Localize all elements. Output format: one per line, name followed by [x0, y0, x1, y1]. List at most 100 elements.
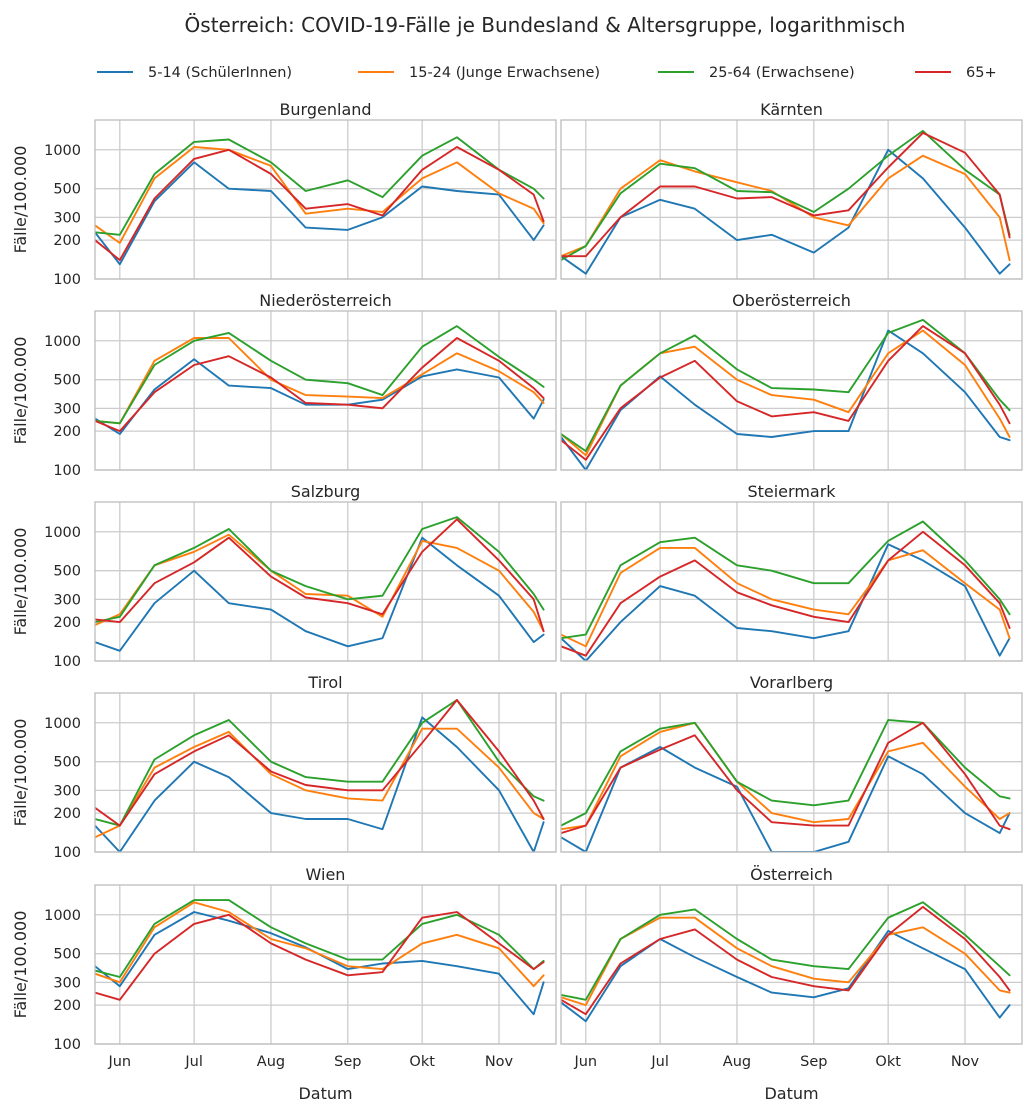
small-multiples: Burgenland 100 200 300 500 1000 Fälle/100.000 K…	[11, 100, 1023, 1103]
panel-frame	[560, 884, 1023, 1045]
y-tick-label: 200	[53, 615, 81, 631]
series-line	[95, 536, 545, 652]
y-tick-label: 500	[53, 564, 81, 580]
series-line	[95, 699, 545, 827]
panel-frame	[94, 501, 557, 662]
legend-label: 25-64 (Erwachsene)	[709, 65, 855, 81]
series-line	[95, 699, 545, 827]
y-tick-label: 100	[53, 463, 81, 479]
series-line	[561, 520, 1011, 640]
y-tick-label: 500	[53, 947, 81, 963]
y-axis-label: Fälle/100.000	[11, 719, 30, 827]
x-tick-label: Sep	[334, 1054, 361, 1070]
panel: Burgenland 100 200 300 500 1000 Fälle/100.000	[11, 100, 557, 288]
series-line	[561, 546, 1011, 648]
panel-frame	[560, 501, 1023, 662]
series-line	[95, 146, 545, 244]
x-tick-label: Aug	[723, 1054, 751, 1070]
panel: Oberösterreich	[560, 291, 1023, 471]
series-line	[95, 136, 545, 236]
series-line	[561, 129, 1011, 262]
legend-label: 15-24 (Junge Erwachsene)	[409, 65, 600, 81]
panel-frame	[560, 310, 1023, 471]
y-tick-label: 200	[53, 806, 81, 822]
series-line	[95, 358, 545, 435]
panel-title: Kärnten	[760, 100, 823, 119]
panel: Kärnten	[560, 100, 1023, 280]
series-line	[561, 901, 1011, 1001]
series-line	[561, 329, 1011, 470]
series-line	[561, 154, 1011, 262]
y-axis-label: Fälle/100.000	[11, 337, 30, 445]
panel: Wien 100 200 300 500 1000 Fälle/100.000 Jun Jul A…	[11, 865, 557, 1103]
panel: Tirol 100 200 300 500 1000 Fälle/100.000	[11, 673, 557, 861]
series-line	[95, 516, 545, 624]
series-line	[95, 146, 545, 262]
y-tick-label: 300	[53, 783, 81, 799]
chart-title: Österreich: COVID-19-Fälle je Bundesland…	[185, 13, 906, 37]
series-line	[561, 148, 1011, 275]
series-line	[561, 325, 1011, 461]
panel-frame	[94, 692, 557, 853]
x-tick-label: Sep	[800, 1054, 827, 1070]
y-tick-label: 200	[53, 424, 81, 440]
panel-title: Tirol	[307, 673, 342, 692]
y-tick-label: 100	[53, 845, 81, 861]
legend-label: 65+	[966, 65, 997, 81]
series-line	[561, 929, 1011, 1023]
panel: Vorarlberg	[560, 673, 1023, 853]
y-tick-label: 300	[53, 401, 81, 417]
x-axis-label: Datum	[298, 1084, 352, 1103]
y-tick-label: 300	[53, 975, 81, 991]
series-line	[95, 533, 545, 633]
y-tick-label: 500	[53, 373, 81, 389]
x-tick-label: Nov	[951, 1054, 980, 1070]
x-tick-label: Jun	[573, 1054, 597, 1070]
panel-title: Steiermark	[747, 482, 836, 501]
panel-title: Salzburg	[291, 482, 361, 501]
y-axis-label: Fälle/100.000	[11, 528, 30, 636]
y-tick-label: 100	[53, 1037, 81, 1053]
panel: Niederösterreich 100 200 300 500 1000 Fälle/10…	[11, 291, 557, 479]
panel: Österreich Jun Jul Aug Sep Okt Nov Datum	[560, 865, 1023, 1103]
x-axis-label: Datum	[764, 1084, 818, 1103]
panel: Steiermark	[560, 482, 1023, 662]
series-line	[561, 329, 1011, 457]
x-tick-label: Aug	[257, 1054, 285, 1070]
legend-entry: 65+	[915, 65, 997, 81]
series-line	[561, 530, 1011, 657]
x-tick-label: Jul	[650, 1054, 669, 1070]
legend-entry: 25-64 (Erwachsene)	[658, 65, 855, 81]
y-tick-label: 1000	[44, 143, 81, 159]
series-line	[95, 716, 545, 852]
panel-frame	[94, 310, 557, 471]
panel-frame	[560, 119, 1023, 280]
x-tick-label: Nov	[485, 1054, 514, 1070]
series-line	[561, 719, 1011, 827]
series-line	[561, 721, 1011, 831]
series-line	[95, 337, 545, 425]
y-tick-label: 1000	[44, 334, 81, 350]
legend-entry: 15-24 (Junge Erwachsene)	[358, 65, 600, 81]
y-axis-label: Fälle/100.000	[11, 146, 30, 254]
panel-frame	[560, 692, 1023, 853]
x-tick-label: Jul	[184, 1054, 203, 1070]
x-tick-label: Jun	[107, 1054, 131, 1070]
series-line	[95, 337, 545, 433]
y-tick-label: 200	[53, 998, 81, 1014]
y-tick-label: 300	[53, 210, 81, 226]
panel-title: Burgenland	[279, 100, 371, 119]
panel-title: Österreich	[750, 865, 833, 884]
legend-entry: 5-14 (SchülerInnen)	[97, 65, 292, 81]
legend-label: 5-14 (SchülerInnen)	[148, 65, 292, 81]
x-tick-label: Okt	[409, 1054, 435, 1070]
series-line	[95, 727, 545, 839]
y-tick-label: 1000	[44, 908, 81, 924]
panel-title: Vorarlberg	[750, 673, 833, 692]
legend: 5-14 (SchülerInnen) 15-24 (Junge Erwachse…	[97, 65, 997, 81]
series-line	[561, 905, 1011, 1016]
panel-title: Wien	[306, 865, 346, 884]
series-line	[95, 901, 545, 988]
series-line	[561, 543, 1011, 661]
